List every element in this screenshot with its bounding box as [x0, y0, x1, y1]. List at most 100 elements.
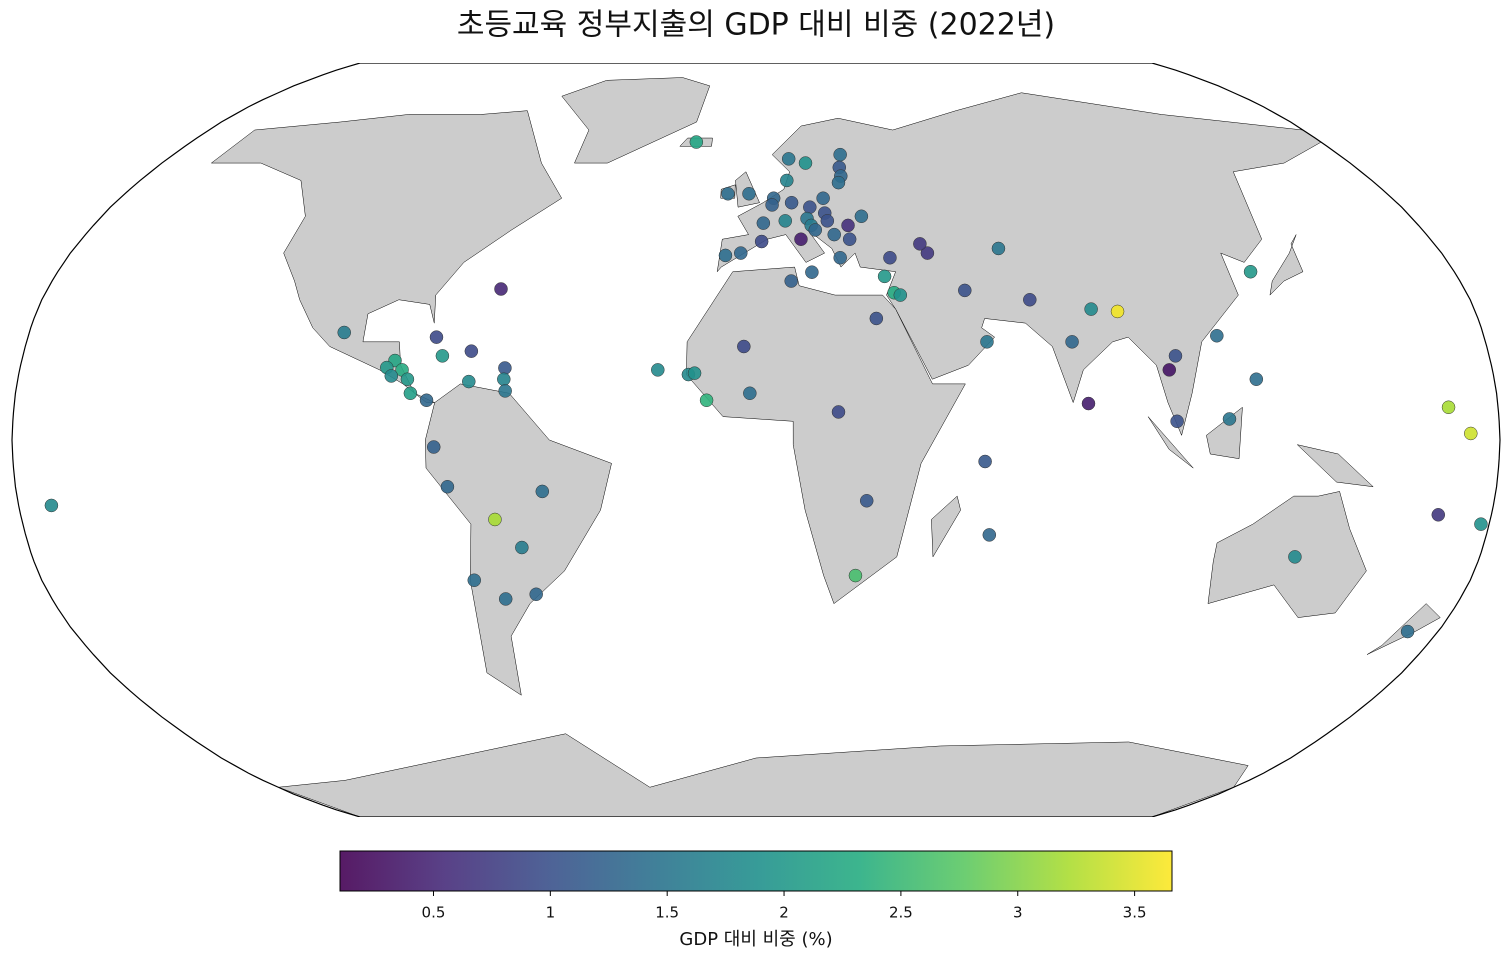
data-point — [1168, 349, 1183, 363]
data-point — [498, 361, 512, 375]
data-point — [403, 386, 418, 401]
data-point — [841, 218, 855, 233]
land — [278, 733, 1249, 817]
data-point — [794, 232, 808, 246]
data-point — [854, 209, 869, 224]
data-point — [780, 173, 794, 188]
data-point — [718, 248, 733, 263]
data-point — [699, 393, 714, 408]
data-point — [498, 592, 513, 606]
data-point — [426, 440, 441, 454]
land — [1207, 491, 1367, 618]
data-point — [44, 498, 59, 513]
data-point — [419, 393, 434, 408]
data-point — [462, 374, 476, 389]
data-point — [429, 330, 444, 344]
data-point — [877, 269, 892, 284]
data-point — [765, 198, 779, 212]
data-point — [737, 339, 751, 354]
colorbar-label: GDP 대비 비중 (%) — [679, 929, 832, 950]
data-point — [1431, 508, 1446, 522]
data-point — [798, 156, 813, 170]
data-point — [756, 216, 771, 230]
data-point — [827, 227, 841, 242]
data-point — [464, 344, 479, 358]
data-point — [831, 175, 846, 190]
data-point — [1441, 400, 1456, 415]
data-point — [440, 479, 455, 494]
data-point — [651, 363, 665, 377]
land — [931, 495, 961, 558]
data-point — [958, 283, 972, 298]
data-point — [833, 250, 847, 265]
data-point — [1474, 517, 1488, 531]
data-point — [494, 282, 508, 296]
data-point — [1249, 372, 1264, 386]
data-point — [778, 214, 793, 228]
data-point — [913, 237, 927, 251]
land — [561, 77, 711, 164]
land — [686, 266, 966, 605]
data-point — [1243, 264, 1258, 279]
data-point — [535, 484, 550, 499]
colorbar-tick-label: 2 — [779, 904, 789, 922]
data-point — [742, 187, 756, 201]
data-point — [816, 191, 830, 205]
land — [425, 383, 612, 696]
data-point — [1065, 335, 1079, 349]
map-title: 초등교육 정부지출의 GDP 대비 비중 (2022년) — [457, 8, 1055, 43]
data-point — [497, 372, 511, 386]
data-point — [784, 195, 799, 210]
data-point — [743, 386, 757, 401]
data-point — [805, 265, 819, 279]
data-point — [883, 250, 897, 265]
land — [210, 110, 563, 403]
data-point — [1162, 363, 1177, 377]
data-point — [831, 405, 846, 419]
land — [716, 92, 1322, 437]
land — [1296, 444, 1374, 488]
colorbar-tick-label: 1 — [546, 904, 556, 922]
colorbar-tick-label: 1.5 — [655, 904, 679, 922]
data-point — [721, 187, 735, 201]
data-point — [1170, 414, 1184, 429]
colorbar — [339, 850, 1173, 892]
map-layer — [11, 63, 1501, 817]
data-point — [1222, 412, 1237, 426]
data-point — [498, 384, 512, 398]
data-point — [337, 325, 351, 340]
colorbar-tick-label: 2.5 — [889, 904, 913, 922]
land — [1269, 234, 1304, 296]
data-point — [689, 135, 704, 149]
colorbar-tick-label: 3.5 — [1123, 904, 1147, 922]
data-point — [1081, 396, 1096, 411]
data-point — [384, 369, 399, 383]
data-point — [920, 246, 935, 260]
colorbar-tick-label: 0.5 — [422, 904, 446, 922]
data-point — [734, 246, 748, 260]
data-point — [1210, 329, 1224, 343]
data-point — [515, 540, 529, 555]
data-point — [893, 288, 908, 302]
colorbar-tick-label: 3 — [1013, 904, 1023, 922]
data-point — [1400, 624, 1415, 639]
data-point — [1084, 302, 1098, 316]
data-point — [1288, 550, 1302, 564]
data-point — [982, 528, 997, 542]
data-point — [808, 223, 823, 237]
data-point — [820, 214, 835, 228]
data-point — [842, 232, 857, 246]
data-point — [859, 494, 874, 508]
data-point — [803, 200, 817, 214]
data-point — [400, 372, 415, 386]
data-point — [980, 335, 994, 349]
map-outline — [11, 63, 1501, 817]
data-point — [848, 568, 863, 583]
data-point — [1110, 304, 1125, 319]
land — [1147, 416, 1194, 469]
data-point — [488, 512, 502, 527]
data-point — [991, 241, 1006, 256]
data-point — [781, 152, 796, 166]
